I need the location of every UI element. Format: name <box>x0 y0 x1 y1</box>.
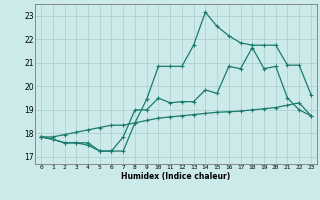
X-axis label: Humidex (Indice chaleur): Humidex (Indice chaleur) <box>121 172 231 181</box>
